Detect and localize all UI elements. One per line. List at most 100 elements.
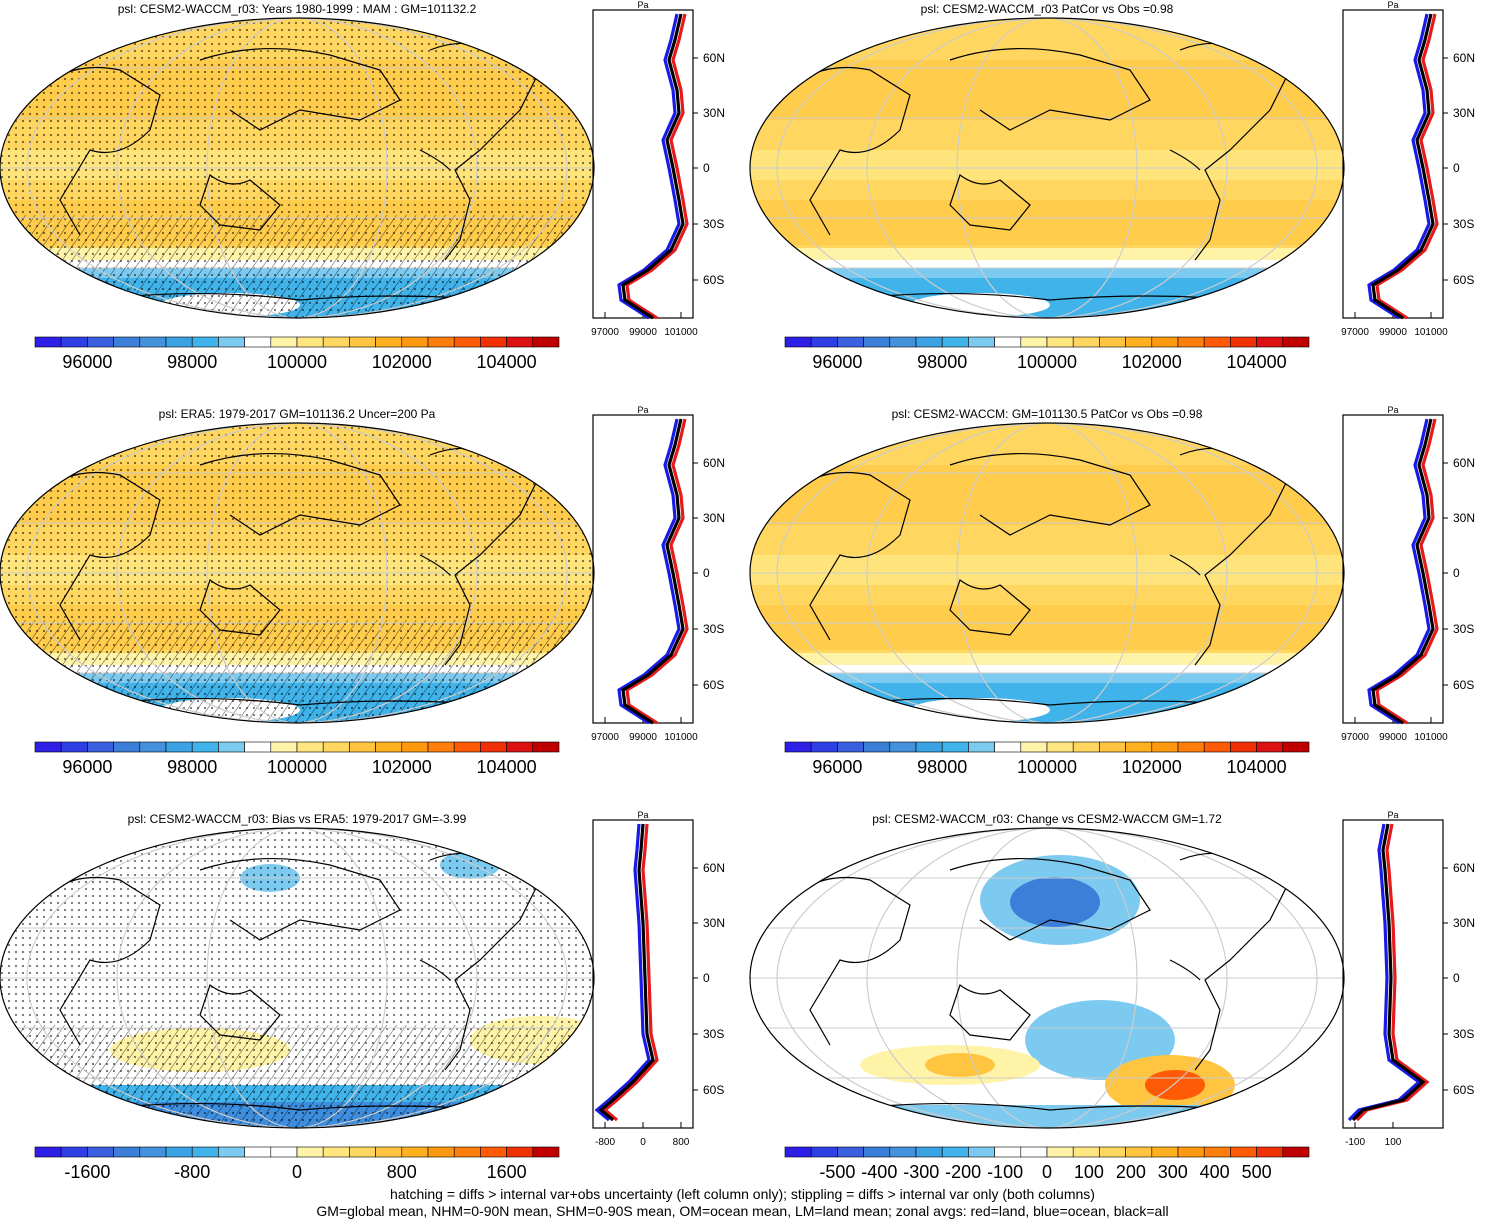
colorbar-swatch — [506, 741, 534, 753]
zonal-lat-label: 30S — [1453, 622, 1474, 636]
colorbar-tick-label: 104000 — [477, 352, 537, 372]
colorbar-tick-label: 100 — [1074, 1162, 1104, 1182]
equatorial-trough — [750, 150, 1344, 180]
colorbar-swatch — [1151, 741, 1179, 753]
zonal-x-label: 97000 — [1341, 732, 1369, 743]
graticule-lon — [776, 18, 1318, 318]
zonal-lat-label: 60S — [703, 1083, 724, 1097]
colorbar-swatch — [165, 741, 193, 753]
colorbar-swatch — [968, 741, 995, 753]
zonal-land-line — [625, 13, 689, 320]
colorbar-swatch — [810, 1146, 838, 1158]
colorbar-swatch — [87, 1146, 114, 1158]
colorbar-swatch — [60, 336, 88, 348]
colorbar-swatch — [296, 1146, 324, 1158]
zonal-x-label: 99000 — [1379, 732, 1407, 743]
zonal-lat-label: 30N — [1453, 106, 1475, 120]
colorbar-tick-label: 102000 — [372, 352, 432, 372]
zonal-x-label: 99000 — [629, 732, 657, 743]
coastlines — [39, 42, 541, 261]
zonal-lat-label: 30S — [703, 217, 724, 231]
colorbar-swatch — [1177, 741, 1205, 753]
map-field — [0, 828, 594, 1128]
change-pos-sio-core — [925, 1053, 995, 1077]
colorbar-tick-label: 100000 — [267, 352, 327, 372]
graticule-lon — [116, 423, 478, 723]
zonal-ocean-line — [1367, 13, 1431, 320]
colorbar-tick-label: 500 — [1242, 1162, 1272, 1182]
map-panel-1: psl: CESM2-WACCM_r03: Years 1980-1999 : … — [0, 2, 595, 372]
coastlines — [789, 42, 1291, 261]
colorbar-swatch — [218, 1146, 245, 1158]
map-field — [750, 18, 1344, 318]
colorbar-tick-label: 200 — [1116, 1162, 1146, 1182]
map-field — [750, 423, 1344, 723]
colorbar-tick-label: -200 — [945, 1162, 981, 1182]
colorbar-tick-label: 104000 — [1227, 352, 1287, 372]
map-panel-2: psl: CESM2-WACCM_r03 PatCor vs Obs =0.98… — [749, 2, 1345, 372]
zonal-unit: Pa — [1387, 405, 1398, 415]
zonal-x-label: 97000 — [591, 732, 619, 743]
colorbar-swatch — [270, 741, 298, 753]
zonal-unit: Pa — [637, 810, 648, 820]
band-lightblue — [750, 673, 1344, 683]
equatorial-trough — [750, 555, 1344, 585]
zonal-panel-1: Pa 60N 30N 0 30S 60S 97000 99000 101000 — [591, 0, 725, 338]
graticule-lon — [206, 18, 388, 318]
colorbar-swatch — [1099, 336, 1126, 348]
colorbar-swatch — [1203, 1146, 1231, 1158]
graticule-lon — [866, 828, 1228, 1128]
colorbar-swatch — [480, 741, 507, 753]
colorbar-swatch — [1282, 741, 1310, 753]
colorbar-tick-label: 100000 — [1017, 352, 1077, 372]
map-panel-4: psl: CESM2-WACCM: GM=101130.5 PatCor vs … — [749, 407, 1345, 777]
colorbar-swatch — [1256, 336, 1284, 348]
map-panel-5: psl: CESM2-WACCM_r03: Bias vs ERA5: 1979… — [0, 812, 595, 1182]
colorbar-swatch — [915, 336, 943, 348]
colorbar-swatch — [1256, 1146, 1284, 1158]
colorbar-swatch — [218, 336, 245, 348]
colorbar-swatch — [1282, 1146, 1310, 1158]
zonal-x-label: 97000 — [591, 327, 619, 338]
zonal-lat-label: 0 — [703, 566, 710, 580]
colorbar-swatch — [165, 1146, 193, 1158]
map-field — [750, 828, 1344, 1128]
colorbar-swatch — [113, 741, 141, 753]
zonal-lat-label: 60S — [1453, 678, 1474, 692]
colorbar-swatch — [1203, 336, 1231, 348]
colorbar-tick-label: 400 — [1200, 1162, 1230, 1182]
colorbar-swatch — [401, 336, 429, 348]
zonal-x-label: 101000 — [664, 732, 698, 743]
zonal-x-label: 99000 — [1379, 327, 1407, 338]
zonal-panel-3: Pa 60N 30N 0 30S 60S 97000 99000 101000 — [591, 405, 725, 743]
zonal-unit: Pa — [637, 405, 648, 415]
map-panel-6: psl: CESM2-WACCM_r03: Change vs CESM2-WA… — [749, 812, 1345, 1182]
map-title: psl: ERA5: 1979-2017 GM=101136.2 Uncer=2… — [159, 407, 436, 421]
zonal-x-label: 97000 — [1341, 327, 1369, 338]
colorbar-swatch — [532, 1146, 560, 1158]
zonal-lat-label: 30N — [703, 916, 725, 930]
colorbar-swatch — [968, 1146, 995, 1158]
zonal-x-label: 101000 — [1414, 732, 1448, 743]
colorbar-swatch — [191, 336, 219, 348]
zonal-lat-label: 60N — [1453, 51, 1475, 65]
zonal-panel-6: Pa 60N 30N 0 30S 60S -100 100 — [1342, 810, 1475, 1148]
colorbar-tick-label: 100000 — [1017, 757, 1077, 777]
colorbar-swatch — [375, 1146, 403, 1158]
graticule-lon — [26, 18, 568, 318]
zonal-lat-label: 30N — [1453, 916, 1475, 930]
colorbar-swatch — [994, 336, 1022, 348]
zonal-x-label: 0 — [640, 1137, 646, 1148]
zonal-panel-4: Pa 60N 30N 0 30S 60S 97000 99000 101000 — [1341, 405, 1475, 743]
colorbar-swatch — [1046, 741, 1074, 753]
colorbar-swatch — [113, 1146, 141, 1158]
colorbar-tick-label: 104000 — [1227, 757, 1287, 777]
colorbar-swatch — [915, 1146, 943, 1158]
zonal-lat-label: 60N — [1453, 861, 1475, 875]
colorbar-swatch — [784, 336, 812, 348]
zonal-lat-label: 30N — [703, 106, 725, 120]
colorbar-swatch — [784, 741, 812, 753]
colorbar-swatch — [401, 1146, 429, 1158]
colorbar-tick-label: 96000 — [62, 757, 112, 777]
colorbar-tick-label: 104000 — [477, 757, 537, 777]
